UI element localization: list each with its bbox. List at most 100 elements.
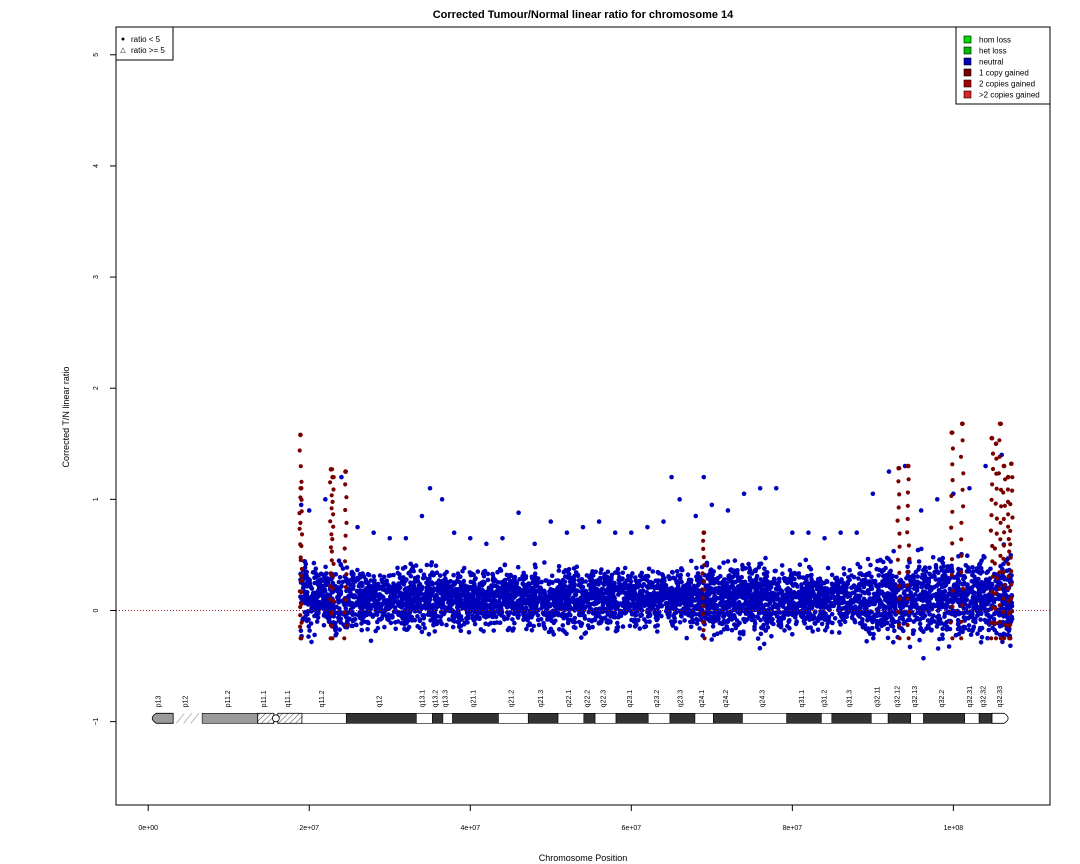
neutral-point — [784, 587, 789, 593]
neutral-point — [438, 618, 443, 624]
neutral-point — [743, 618, 749, 623]
neutral-point — [689, 558, 694, 564]
neutral-point — [829, 629, 835, 635]
neutral-point — [874, 607, 880, 612]
neutral-point — [316, 582, 321, 588]
neutral-point — [428, 603, 434, 609]
neutral-point — [302, 559, 308, 564]
neutral-point — [564, 631, 569, 637]
neutral-point — [871, 631, 876, 637]
neutral-point — [338, 561, 344, 567]
neutral-point — [512, 620, 517, 626]
neutral-point — [763, 628, 768, 633]
neutral-point — [806, 564, 812, 570]
neutral-point — [779, 589, 784, 595]
neutral-point — [971, 569, 976, 574]
neutral-point — [541, 623, 547, 629]
neutral-point — [303, 600, 308, 606]
neutral-point — [585, 623, 591, 628]
neutral-point — [757, 610, 762, 616]
neutral-point — [935, 646, 941, 651]
neutral-point — [810, 629, 815, 634]
neutral-point — [617, 582, 622, 587]
neutral-point — [943, 582, 949, 588]
neutral-point — [434, 570, 440, 575]
neutral-point — [463, 586, 468, 592]
neutral-point — [391, 587, 396, 593]
neutral-point — [726, 617, 731, 623]
neutral-point — [560, 627, 566, 633]
neutral-point — [548, 626, 554, 632]
neutral-point — [605, 626, 610, 631]
neutral-point — [882, 575, 887, 581]
neutral-point — [393, 626, 399, 632]
neutral-point — [432, 629, 438, 634]
neutral-point — [605, 587, 611, 592]
neutral-point — [647, 605, 653, 611]
neutral-point — [842, 571, 847, 577]
neutral-point — [620, 624, 626, 629]
neutral-point — [458, 628, 464, 634]
neutral-point — [350, 623, 355, 629]
neutral-point — [887, 610, 892, 616]
neutral-point — [862, 597, 868, 603]
neutral-point — [399, 597, 405, 602]
neutral-point — [357, 572, 363, 577]
neutral-point — [835, 591, 841, 596]
neutral-point — [675, 586, 680, 591]
neutral-point — [727, 577, 733, 582]
neutral-point — [307, 628, 312, 633]
neutral-point — [849, 573, 854, 578]
neutral-point — [892, 628, 897, 634]
neutral-point — [902, 619, 908, 625]
neutral-point — [617, 575, 622, 580]
neutral-point — [370, 588, 376, 593]
neutral-point — [425, 583, 431, 588]
neutral-point — [674, 580, 680, 586]
neutral-point — [884, 594, 890, 600]
neutral-point — [972, 578, 978, 583]
neutral-point — [316, 599, 321, 605]
neutral-point — [667, 575, 672, 581]
neutral-point — [979, 600, 984, 606]
neutral-point — [476, 584, 482, 590]
neutral-point — [899, 615, 904, 620]
neutral-point — [944, 624, 950, 629]
neutral-point — [428, 607, 434, 612]
neutral-point — [968, 632, 974, 637]
neutral-point — [352, 594, 358, 599]
neutral-point — [710, 624, 716, 629]
neutral-point — [955, 576, 961, 582]
neutral-point — [720, 598, 725, 603]
neutral-point — [884, 581, 889, 587]
neutral-point — [508, 572, 513, 578]
neutral-point — [925, 592, 931, 598]
neutral-point — [517, 599, 523, 605]
neutral-point — [615, 566, 621, 572]
neutral-point — [583, 630, 589, 635]
neutral-point — [856, 598, 861, 604]
neutral-point — [553, 578, 559, 584]
neutral-point — [737, 630, 743, 635]
neutral-point — [978, 640, 984, 645]
neutral-point — [973, 597, 979, 603]
neutral-point — [916, 559, 922, 564]
neutral-point — [787, 568, 793, 573]
neutral-point — [357, 582, 363, 587]
neutral-point — [962, 624, 967, 630]
neutral-point — [790, 632, 795, 637]
neutral-point — [815, 627, 821, 632]
neutral-point — [864, 571, 870, 577]
neutral-point — [917, 637, 922, 643]
neutral-point — [302, 610, 308, 615]
neutral-point — [836, 601, 842, 606]
chart-title: Corrected Tumour/Normal linear ratio for… — [433, 9, 734, 21]
neutral-point — [502, 577, 508, 583]
neutral-point — [461, 565, 467, 571]
neutral-point — [445, 593, 451, 599]
neutral-point — [692, 589, 697, 594]
neutral-point — [566, 575, 571, 580]
neutral-point — [403, 586, 409, 591]
neutral-point — [876, 567, 882, 573]
neutral-point — [532, 571, 538, 576]
